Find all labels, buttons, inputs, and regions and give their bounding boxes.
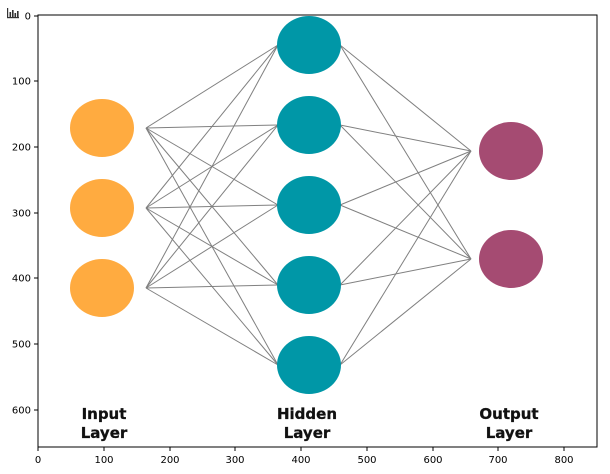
connection-line [339, 150, 472, 206]
x-tick-label: 0 [35, 455, 41, 466]
input-neuron-2 [70, 179, 134, 237]
connection-line [145, 287, 279, 366]
hidden-neuron-4 [277, 256, 341, 314]
connection-line [339, 204, 472, 260]
connection-line [145, 44, 279, 289]
hidden-neuron-2 [277, 96, 341, 154]
connection-lines [145, 44, 472, 366]
x-tick-label: 400 [291, 455, 310, 466]
y-tick-label: 400 [12, 274, 31, 285]
connection-line [339, 258, 472, 366]
axis-ticks: 0 100 200 300 400 500 600 700 800 0 100 200 300 400 50… [12, 12, 574, 467]
bar-chart-icon[interactable] [7, 8, 19, 19]
output-layer-label-line2: Layer [486, 424, 533, 442]
connection-line [339, 44, 472, 260]
hidden-neuron-1 [277, 16, 341, 74]
connection-line [339, 150, 472, 286]
output-layer-label-line1: Output [479, 405, 538, 423]
connection-line [145, 284, 279, 289]
connection-line [145, 204, 279, 289]
neurons [70, 16, 543, 394]
hidden-layer-label-line2: Layer [284, 424, 331, 442]
input-layer-label-line2: Layer [81, 424, 128, 442]
connection-line [145, 124, 279, 289]
connection-line [339, 124, 472, 260]
y-tick-label: 200 [12, 143, 31, 154]
x-tick-label: 300 [225, 455, 244, 466]
y-tick-label: 500 [12, 340, 31, 351]
x-tick-label: 800 [554, 455, 573, 466]
connection-line [339, 150, 472, 366]
x-tick-label: 500 [357, 455, 376, 466]
x-tick-label: 200 [160, 455, 179, 466]
hidden-layer-label-line1: Hidden [277, 405, 337, 423]
x-tick-label: 700 [488, 455, 507, 466]
layer-label-output: Output Layer [479, 405, 538, 442]
input-neuron-3 [70, 259, 134, 317]
output-neuron-2 [479, 230, 543, 288]
connection-line [339, 124, 472, 152]
x-tick-label: 600 [423, 455, 442, 466]
x-tick-label: 100 [94, 455, 113, 466]
layer-label-hidden: Hidden Layer [277, 405, 337, 442]
connection-line [339, 44, 472, 152]
connection-line [339, 258, 472, 286]
output-neuron-1 [479, 122, 543, 180]
y-tick-label: 0 [25, 12, 31, 23]
connection-line [145, 44, 279, 129]
connection-line [145, 44, 279, 209]
y-tick-label: 600 [12, 406, 31, 417]
input-layer-label-line1: Input [82, 405, 127, 423]
hidden-neuron-5 [277, 336, 341, 394]
input-neuron-1 [70, 99, 134, 157]
hidden-neuron-3 [277, 176, 341, 234]
layer-label-input: Input Layer [81, 405, 128, 442]
y-tick-label: 300 [12, 209, 31, 220]
y-tick-label: 100 [12, 77, 31, 88]
